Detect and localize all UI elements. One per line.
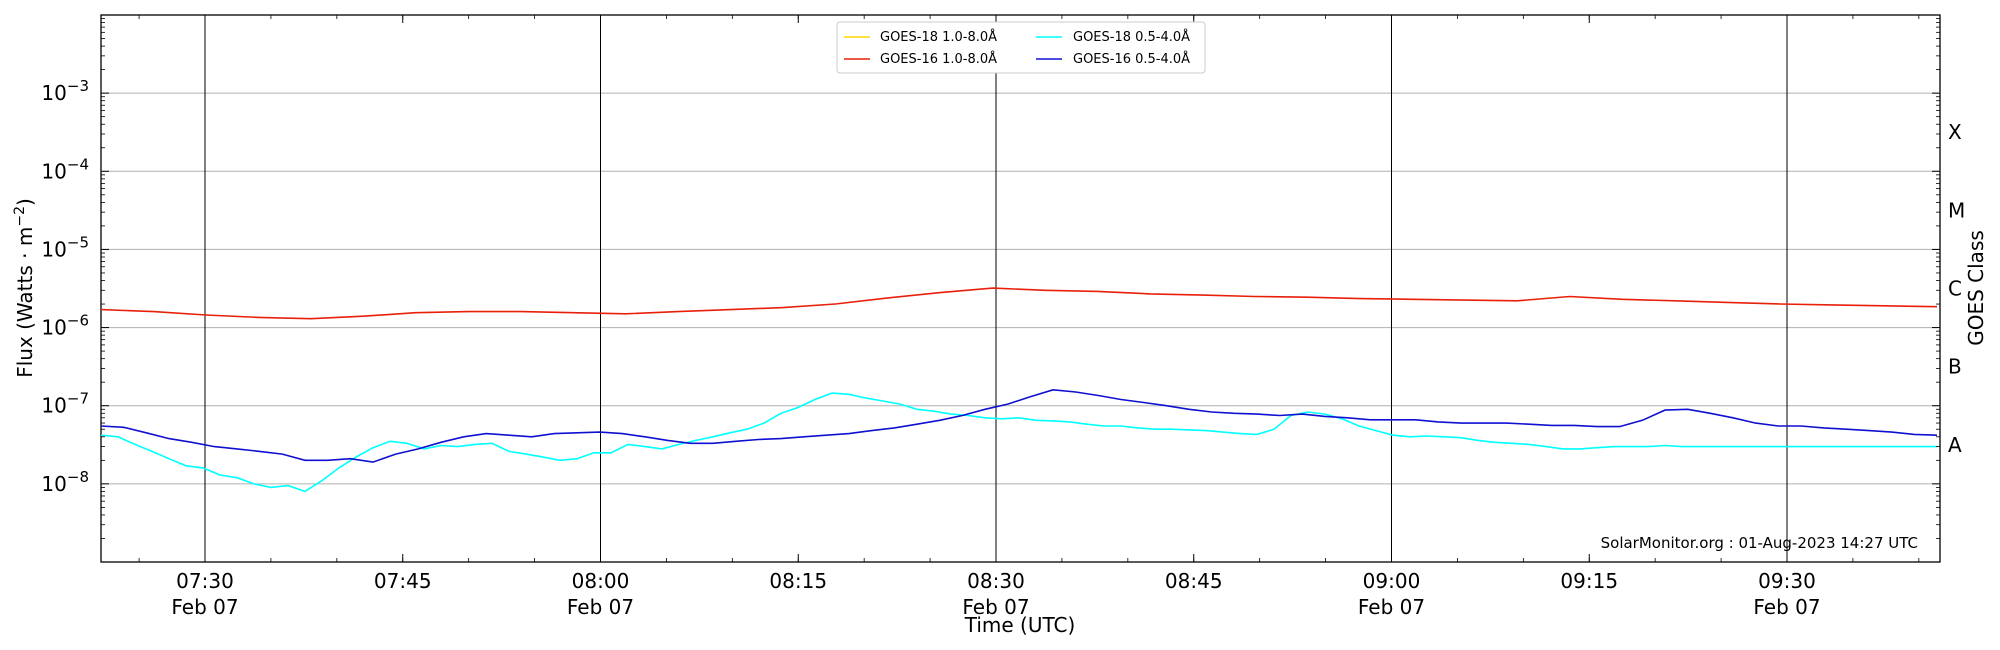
plot-area-frame xyxy=(100,14,1941,563)
goes-class-labels: A B C M X xyxy=(1948,120,1965,457)
series-line-3 xyxy=(100,388,1938,463)
legend-label-goes16-long: GOES-16 1.0-8.0Å xyxy=(880,51,997,67)
y-tick-label: 10−6 xyxy=(41,312,89,340)
y-axis-title-main: Flux (Watts · m xyxy=(13,227,37,378)
x-tick-label: 09:30 xyxy=(1758,569,1816,593)
goes-class-axis-title: GOES Class xyxy=(1964,230,1988,346)
x-tick-label: 09:00 xyxy=(1363,569,1421,593)
x-tick-label: 08:30 xyxy=(967,569,1025,593)
legend-item-goes18-short: GOES-18 0.5-4.0Å xyxy=(1036,29,1190,45)
y-axis-ticks: 10−8 10−7 10−6 10−5 10−4 10−3 xyxy=(41,18,1940,539)
y-axis-title-close: ) xyxy=(13,198,37,206)
x-tick-date-label: Feb 07 xyxy=(1358,595,1425,619)
x-tick-label: 09:15 xyxy=(1560,569,1618,593)
legend-item-goes16-short: GOES-16 0.5-4.0Å xyxy=(1036,51,1190,67)
goes-class-label: X xyxy=(1948,120,1962,144)
y-axis-title-sup: −2 xyxy=(12,206,28,227)
x-tick-label: 07:30 xyxy=(176,569,234,593)
goes-class-label: B xyxy=(1948,355,1962,379)
series-line-1 xyxy=(100,287,1938,320)
legend: GOES-18 1.0-8.0Å GOES-16 1.0-8.0Å GOES-1… xyxy=(836,21,1206,74)
x-tick-date-label: Feb 07 xyxy=(171,595,238,619)
x-tick-date-label: Feb 07 xyxy=(1753,595,1820,619)
legend-box xyxy=(836,21,1206,74)
legend-label-goes18-long: GOES-18 1.0-8.0Å xyxy=(880,29,997,45)
series-line-2 xyxy=(100,392,1937,493)
y-axis-title: Flux (Watts · m−2) xyxy=(12,198,37,378)
goes-class-label: M xyxy=(1948,198,1965,222)
x-tick-label: 08:15 xyxy=(769,569,827,593)
grid-lines xyxy=(101,92,1940,485)
y-tick-label: 10−5 xyxy=(41,233,89,261)
y-tick-label: 10−3 xyxy=(41,77,89,105)
legend-label-goes18-short: GOES-18 0.5-4.0Å xyxy=(1073,29,1190,45)
credit-text: SolarMonitor.org : 01-Aug-2023 14:27 UTC xyxy=(1601,534,1918,552)
x-tick-label: 08:00 xyxy=(572,569,630,593)
x-tick-date-label: Feb 07 xyxy=(567,595,634,619)
y-tick-label: 10−8 xyxy=(41,468,89,496)
legend-label-goes16-short: GOES-16 0.5-4.0Å xyxy=(1073,51,1190,67)
y-tick-label: 10−4 xyxy=(41,155,89,183)
goes-class-label: A xyxy=(1948,433,1962,457)
legend-item-goes18-long: GOES-18 1.0-8.0Å xyxy=(844,29,997,45)
x-tick-date-label: Feb 07 xyxy=(962,595,1029,619)
series-lines xyxy=(100,287,1938,493)
goes-class-label: C xyxy=(1948,277,1962,301)
x-tick-label: 08:45 xyxy=(1165,569,1223,593)
legend-item-goes16-long: GOES-16 1.0-8.0Å xyxy=(844,51,997,67)
x-axis-title: Time (UTC) xyxy=(964,613,1076,637)
y-tick-label: 10−7 xyxy=(41,390,89,418)
x-tick-label: 07:45 xyxy=(374,569,432,593)
